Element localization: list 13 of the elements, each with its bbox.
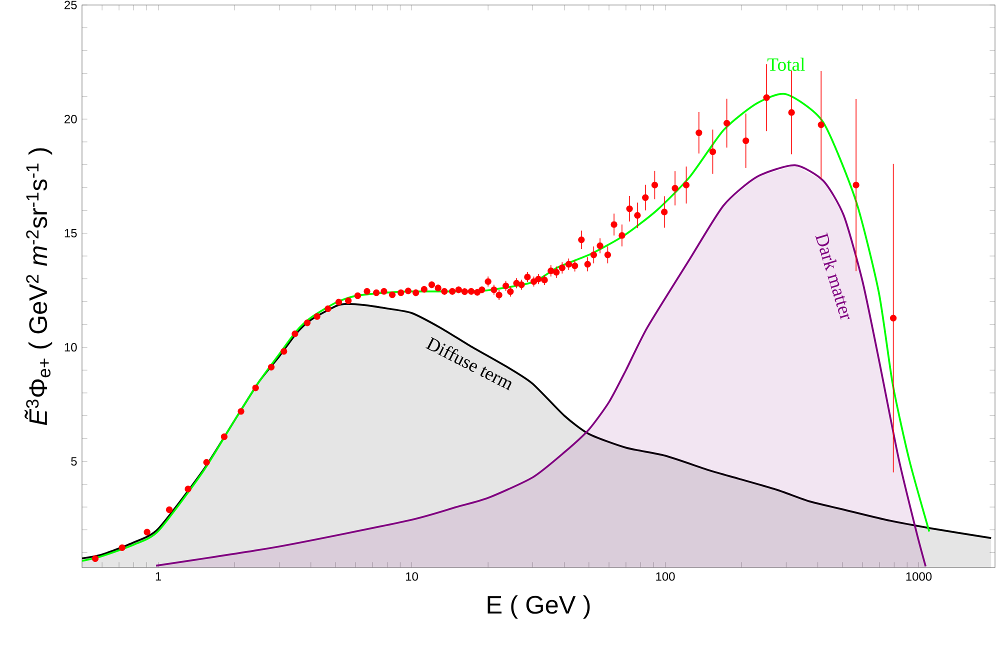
x-tick-label: 1000	[906, 572, 932, 581]
x-axis-title: E ( GeV )	[488, 595, 590, 619]
series-label: Dark matter	[815, 232, 850, 320]
y-tick-label: 10	[64, 343, 77, 352]
x-tick-label: 100	[656, 572, 675, 581]
y-tick-label: 5	[71, 457, 77, 466]
series-label: Total	[767, 58, 805, 71]
x-tick-label: 1	[156, 572, 162, 580]
x-tick-label: 10	[406, 572, 418, 581]
y-tick-label: 15	[64, 229, 77, 238]
y-tick-label: 25	[64, 0, 77, 10]
text: Ẽ$^{3}$Φ$_{e+}$ ( GeV$^{2}$ m$^{-2}$sr$^{-1}$s$^{-1}$ )	[24, 148, 52, 426]
y-tick-label: 20	[64, 114, 77, 124]
